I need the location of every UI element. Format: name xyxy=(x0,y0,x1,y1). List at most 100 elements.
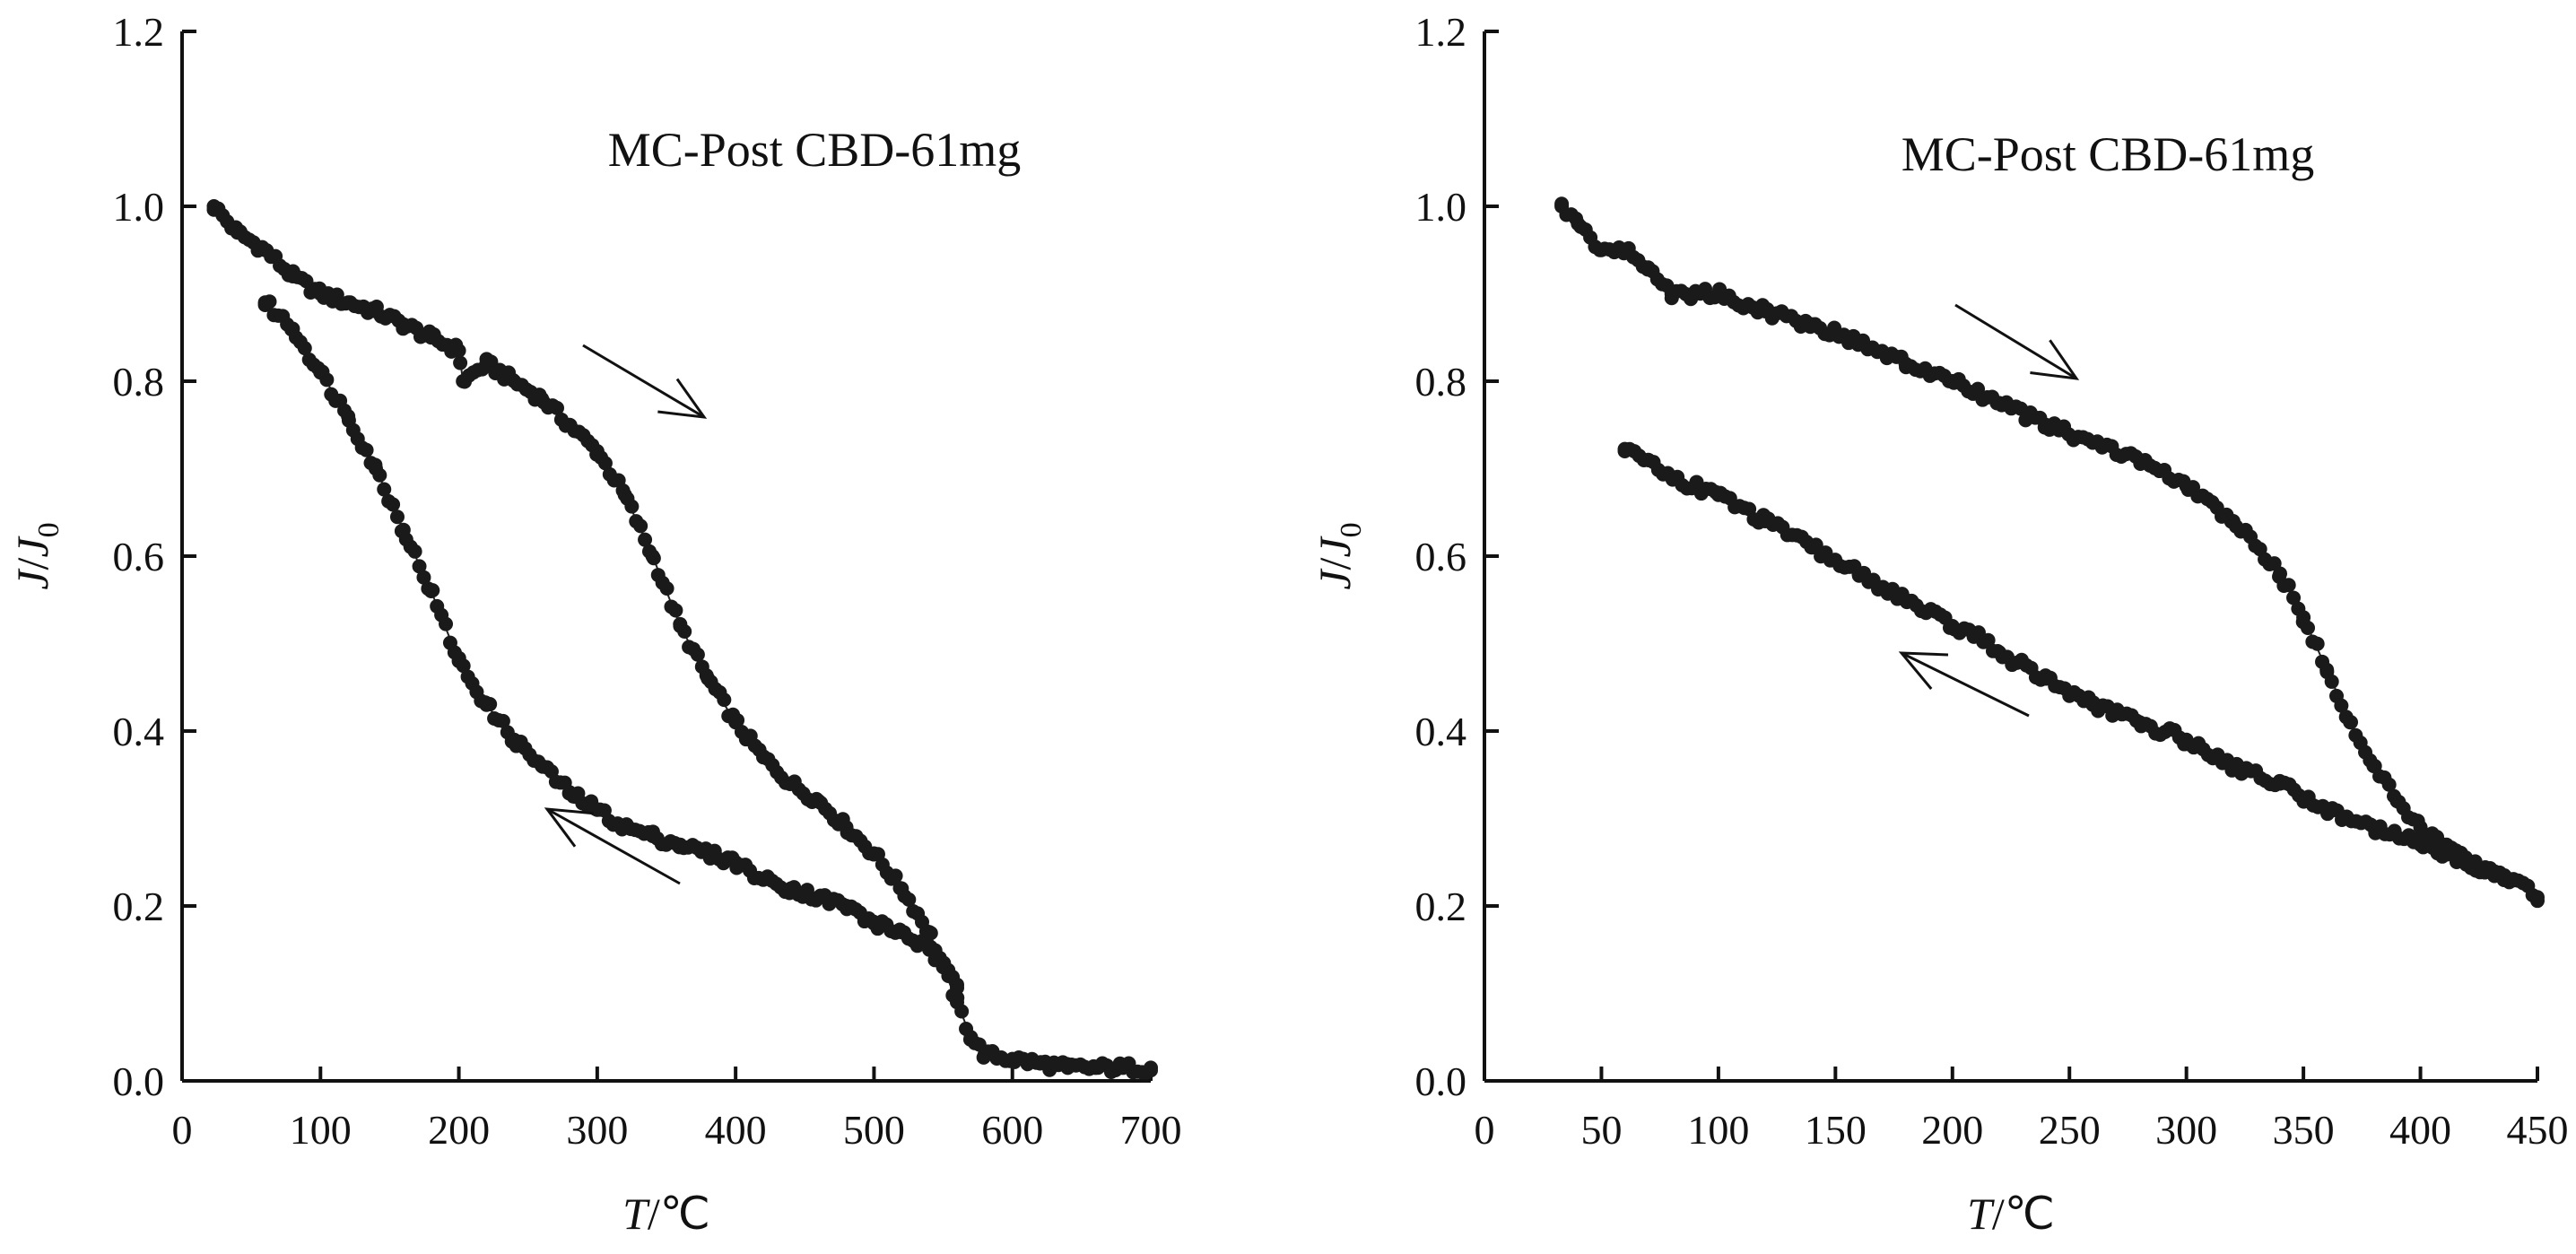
data-point xyxy=(783,881,798,896)
data-point xyxy=(230,225,245,240)
data-point xyxy=(2039,417,2054,432)
x-tick-label: 450 xyxy=(2507,1107,2569,1153)
data-point xyxy=(389,509,405,525)
data-point xyxy=(535,759,550,773)
y-axis-sub-var: J xyxy=(7,536,57,558)
data-point xyxy=(811,794,826,808)
x-tick-label: 200 xyxy=(1921,1107,1983,1153)
data-point xyxy=(2225,759,2241,773)
data-point xyxy=(1851,335,1867,350)
data-point xyxy=(645,549,660,563)
x-axis-var: T xyxy=(622,1189,650,1239)
data-point xyxy=(589,444,605,458)
data-point xyxy=(285,269,300,283)
y-axis-sep: / xyxy=(7,557,57,570)
data-point xyxy=(2281,578,2296,593)
data-point xyxy=(2319,802,2335,817)
y-axis-title: J/J0 xyxy=(7,522,65,589)
direction-arrowhead-0 xyxy=(657,378,708,419)
data-point xyxy=(1851,566,1867,581)
data-point xyxy=(950,977,964,992)
data-point xyxy=(1758,304,1773,318)
data-point xyxy=(451,343,466,358)
data-point xyxy=(2179,479,2194,493)
series-cooling xyxy=(257,294,964,996)
data-point xyxy=(2366,759,2381,773)
data-point xyxy=(507,374,522,388)
chart-left: 0.0 0.2 0.4 0.6 0.8 1.0 1.2 0 100 200 300 400 500 600… xyxy=(7,9,1182,1239)
x-tick-label: 150 xyxy=(1805,1107,1867,1153)
data-point xyxy=(2530,890,2545,905)
direction-arrowhead-1 xyxy=(1898,651,1949,690)
x-tick-label: 600 xyxy=(981,1107,1043,1153)
y-tick-label: 0.2 xyxy=(113,884,165,929)
data-point xyxy=(668,603,683,618)
data-point xyxy=(562,417,577,432)
data-point xyxy=(407,544,422,559)
direction-arrow-1 xyxy=(546,807,681,885)
data-point xyxy=(2310,636,2325,651)
data-point xyxy=(728,855,744,870)
sample-annotation: MC-Post CBD-61mg xyxy=(608,123,1022,177)
data-point xyxy=(1805,540,1820,555)
data-point xyxy=(1687,286,1702,301)
data-point xyxy=(2319,662,2335,677)
data-point xyxy=(297,341,312,356)
data-point xyxy=(2286,590,2302,605)
data-point xyxy=(451,654,466,668)
direction-arrow-0 xyxy=(582,344,705,419)
data-point xyxy=(549,400,564,415)
data-point xyxy=(624,499,640,514)
data-point xyxy=(2085,697,2101,712)
data-point xyxy=(206,199,222,213)
data-point xyxy=(1594,242,1609,257)
data-point xyxy=(453,355,468,370)
data-point xyxy=(701,671,716,686)
data-point xyxy=(423,584,439,598)
data-point xyxy=(1980,632,1996,648)
x-axis-var: T xyxy=(1967,1189,1995,1239)
data-point xyxy=(479,356,494,371)
data-point xyxy=(2413,837,2428,852)
data-point xyxy=(416,570,431,585)
x-axis-unit: /℃ xyxy=(1992,1189,2055,1239)
data-point xyxy=(377,482,392,497)
data-point xyxy=(1898,592,1913,607)
data-point xyxy=(369,461,383,476)
y-tick-label: 1.0 xyxy=(1415,184,1467,230)
data-point xyxy=(1005,1051,1020,1067)
data-point xyxy=(1968,627,1983,642)
y-tick-label: 1.0 xyxy=(113,184,165,230)
data-point xyxy=(977,1047,992,1062)
data-point xyxy=(728,715,744,730)
x-tick-label: 100 xyxy=(290,1107,352,1153)
y-tick-label: 0.6 xyxy=(113,534,165,579)
x-tick-label: 250 xyxy=(2039,1107,2101,1153)
data-point xyxy=(589,802,605,817)
x-axis-unit: /℃ xyxy=(648,1189,710,1239)
y-axis-sep: / xyxy=(1310,557,1360,570)
data-point xyxy=(369,304,383,318)
data-point xyxy=(1640,452,1656,467)
data-point xyxy=(633,518,648,534)
x-tick-label: 300 xyxy=(2155,1107,2217,1153)
data-point xyxy=(1060,1060,1075,1075)
data-point xyxy=(2381,777,2397,792)
data-point xyxy=(756,872,770,887)
y-axis-subscript: 0 xyxy=(32,522,65,537)
data-point xyxy=(2459,855,2475,870)
data-point xyxy=(2225,514,2241,528)
data-point xyxy=(1088,1060,1103,1075)
data-point xyxy=(2179,732,2194,747)
data-point xyxy=(2324,674,2339,689)
data-point xyxy=(690,647,705,662)
data-point xyxy=(439,616,454,631)
y-tick-label: 0.8 xyxy=(113,359,165,405)
y-tick-label: 0.4 xyxy=(113,709,165,754)
y-tick-label: 1.2 xyxy=(113,9,165,55)
x-tick-label: 0 xyxy=(172,1107,193,1153)
y-axis-var: J xyxy=(7,568,57,590)
direction-arrowhead-1 xyxy=(544,807,594,848)
data-point xyxy=(901,892,917,907)
